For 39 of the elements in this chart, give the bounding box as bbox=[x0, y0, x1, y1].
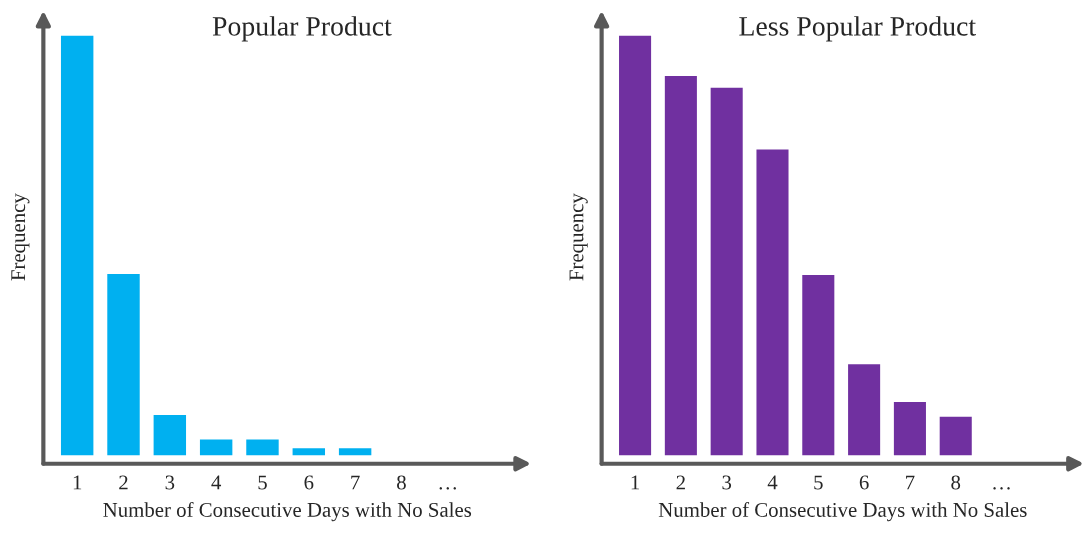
x-axis-title: Number of Consecutive Days with No Sales bbox=[103, 502, 472, 522]
bar bbox=[292, 448, 326, 456]
x-tick-label: … bbox=[993, 487, 1010, 490]
x-axis-title: Number of Consecutive Days with No Sales bbox=[658, 502, 1027, 522]
bar bbox=[939, 416, 972, 456]
x-tick-label: 5 bbox=[258, 475, 267, 490]
bar bbox=[619, 35, 652, 456]
bar bbox=[756, 149, 789, 456]
x-tick-label: 4 bbox=[211, 475, 222, 490]
bar bbox=[246, 439, 279, 456]
x-tick-label: 1 bbox=[631, 475, 640, 490]
x-tick-label: 6 bbox=[304, 475, 314, 490]
y-axis-title: Frequency bbox=[569, 193, 588, 281]
bar bbox=[664, 76, 697, 456]
chart-title: Less Popular Product bbox=[739, 16, 976, 42]
x-tick-label: 7 bbox=[351, 475, 360, 490]
bar bbox=[802, 274, 835, 456]
chart-title: Popular Product bbox=[212, 16, 392, 42]
bar bbox=[107, 274, 140, 456]
bar bbox=[848, 364, 881, 456]
y-axis-title: Frequency bbox=[11, 193, 30, 281]
bar bbox=[893, 402, 926, 456]
x-tick-label: 8 bbox=[397, 475, 406, 490]
bar bbox=[153, 415, 187, 456]
bar bbox=[60, 35, 94, 456]
x-tick-label: 5 bbox=[814, 475, 823, 490]
x-tick-label: 7 bbox=[906, 475, 915, 490]
bar bbox=[199, 439, 233, 456]
x-tick-label: 2 bbox=[676, 475, 685, 490]
x-tick-label: 1 bbox=[73, 475, 82, 490]
bar bbox=[710, 87, 743, 456]
x-tick-label: 4 bbox=[767, 475, 778, 490]
bar bbox=[338, 448, 372, 456]
x-tick-label: 6 bbox=[859, 475, 869, 490]
x-tick-label: 3 bbox=[165, 475, 175, 490]
x-tick-label: 3 bbox=[722, 475, 732, 490]
x-tick-label: 2 bbox=[119, 475, 128, 490]
x-tick-label: … bbox=[439, 487, 456, 490]
x-tick-label: 8 bbox=[951, 475, 961, 490]
